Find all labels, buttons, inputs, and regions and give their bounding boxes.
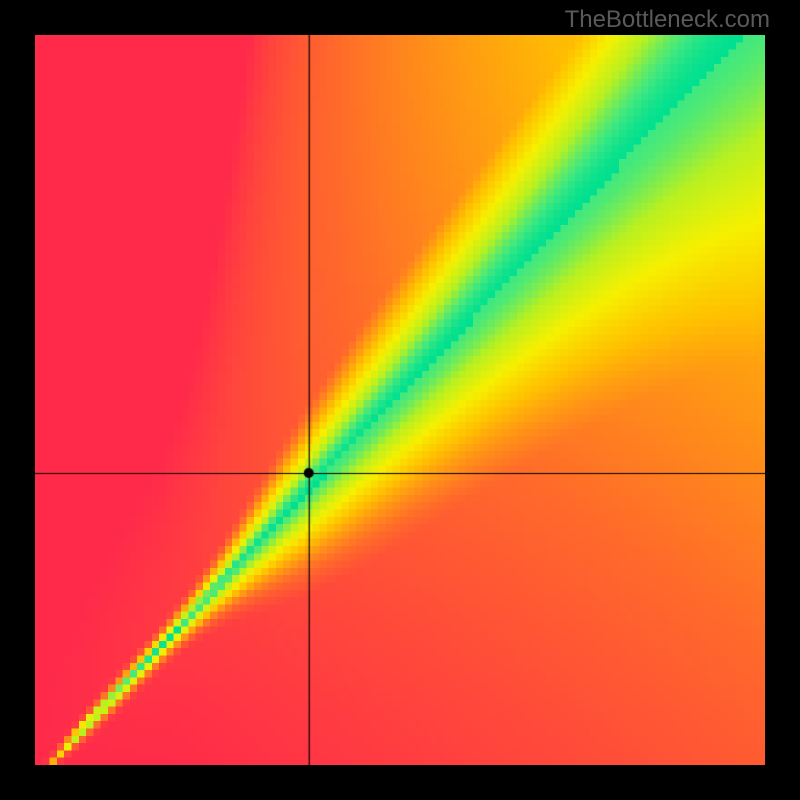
watermark-text: TheBottleneck.com [565,6,770,34]
chart-container: TheBottleneck.com [0,0,800,800]
bottleneck-heatmap [35,35,765,765]
